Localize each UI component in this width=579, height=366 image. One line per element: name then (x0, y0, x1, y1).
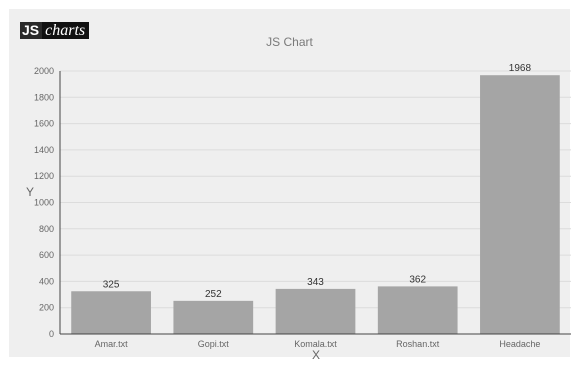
y-tick-label: 400 (39, 276, 54, 286)
data-label: 1968 (509, 63, 532, 74)
x-tick-label: Komala.txt (294, 339, 337, 349)
x-tick-label: Headache (499, 339, 540, 349)
x-tick-label: Roshan.txt (396, 339, 440, 349)
y-tick-label: 800 (39, 224, 54, 234)
y-tick-label: 600 (39, 250, 54, 260)
bar (480, 75, 560, 334)
y-tick-label: 2000 (34, 66, 54, 76)
data-label: 325 (103, 279, 120, 290)
x-tick-label: Gopi.txt (198, 339, 230, 349)
logo-charts-text: charts (42, 22, 90, 39)
logo-js-text: JS (20, 22, 43, 39)
y-tick-label: 1800 (34, 92, 54, 102)
jscharts-logo: JS charts (20, 22, 90, 39)
data-label: 362 (409, 274, 426, 285)
bar (173, 300, 254, 334)
bar (71, 291, 151, 334)
y-tick-label: 1400 (34, 145, 54, 155)
bar (377, 286, 458, 334)
data-label: 343 (307, 277, 324, 288)
y-axis-label: Y (26, 185, 34, 199)
data-label: 252 (205, 289, 222, 300)
y-tick-label: 1200 (34, 171, 54, 181)
bar (275, 288, 356, 334)
y-tick-label: 0 (49, 329, 54, 339)
chart-title: JS Chart (266, 35, 313, 49)
y-tick-label: 1600 (34, 119, 54, 129)
y-tick-label: 200 (39, 303, 54, 313)
x-tick-label: Amar.txt (95, 339, 129, 349)
x-axis-label: X (312, 348, 320, 362)
y-tick-label: 1000 (34, 198, 54, 208)
